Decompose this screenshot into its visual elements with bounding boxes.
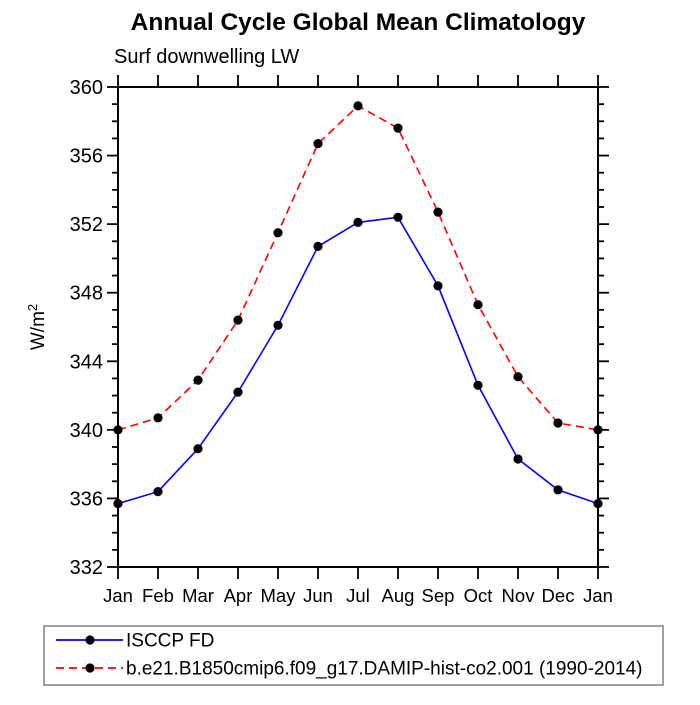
x-tick-label: Apr bbox=[224, 585, 253, 606]
data-point bbox=[473, 300, 483, 310]
y-tick-label: 332 bbox=[70, 557, 103, 579]
data-point bbox=[273, 228, 283, 238]
y-axis-label: W/m2 bbox=[25, 304, 49, 350]
y-tick-labels: 332 336 340 344 348 352 356 360 bbox=[70, 77, 103, 579]
data-point bbox=[313, 139, 323, 149]
x-tick-label: Jan bbox=[583, 585, 613, 606]
x-tick-labels: Jan Feb Mar Apr May Jun Jul Aug Sep Oct Nov Dec Jan bbox=[103, 585, 613, 606]
data-point bbox=[473, 380, 483, 390]
x-tick-label: Jun bbox=[303, 585, 333, 606]
data-point bbox=[153, 487, 163, 497]
y-tick-label: 360 bbox=[70, 77, 103, 99]
data-point bbox=[433, 281, 443, 291]
x-tick-label: Mar bbox=[182, 585, 214, 606]
data-point bbox=[513, 454, 523, 464]
data-point bbox=[313, 241, 323, 251]
legend-marker-icon bbox=[85, 635, 95, 645]
data-point bbox=[433, 207, 443, 217]
legend-box bbox=[43, 625, 664, 686]
data-point bbox=[273, 320, 283, 330]
x-tick-label: Oct bbox=[464, 585, 493, 606]
x-tick-label: Sep bbox=[422, 585, 455, 606]
data-point bbox=[393, 212, 403, 222]
data-point bbox=[233, 387, 243, 397]
x-tick-label: May bbox=[261, 585, 297, 606]
y-tick-label: 352 bbox=[70, 214, 103, 236]
data-point bbox=[553, 485, 563, 495]
y-tick-label: 336 bbox=[70, 488, 103, 510]
x-tick-label: Jul bbox=[346, 585, 370, 606]
y-tick-label: 340 bbox=[70, 420, 103, 442]
data-point bbox=[233, 315, 243, 325]
plot-frame bbox=[117, 86, 599, 568]
x-tick-label: Dec bbox=[542, 585, 575, 606]
y-tick-label: 344 bbox=[70, 351, 103, 373]
legend-item-isccp: ISCCP FD bbox=[56, 631, 214, 652]
x-tick-label: Aug bbox=[382, 585, 415, 606]
data-point bbox=[353, 217, 363, 227]
x-tick-label: Nov bbox=[502, 585, 536, 606]
x-tick-label: Jan bbox=[103, 585, 133, 606]
legend-marker-icon bbox=[85, 663, 95, 673]
x-tick-label: Feb bbox=[142, 585, 174, 606]
chart-title: Annual Cycle Global Mean Climatology bbox=[131, 9, 586, 36]
data-point bbox=[393, 123, 403, 133]
data-point bbox=[513, 372, 523, 382]
data-point bbox=[193, 444, 203, 454]
data-point bbox=[353, 101, 363, 111]
legend-label-model: b.e21.B1850cmip6.f09_g17.DAMIP-hist-co2.… bbox=[126, 659, 643, 680]
legend-label-isccp: ISCCP FD bbox=[126, 631, 214, 652]
data-point bbox=[553, 418, 563, 428]
y-tick-label: 356 bbox=[70, 146, 103, 168]
data-point bbox=[193, 375, 203, 385]
legend: ISCCP FD b.e21.B1850cmip6.f09_g17.DAMIP-… bbox=[43, 625, 664, 686]
y-tick-label: 348 bbox=[70, 283, 103, 305]
data-point bbox=[153, 413, 163, 423]
legend-item-model: b.e21.B1850cmip6.f09_g17.DAMIP-hist-co2.… bbox=[56, 659, 643, 680]
data-series bbox=[113, 101, 603, 509]
chart-subtitle: Surf downwelling LW bbox=[114, 46, 299, 68]
